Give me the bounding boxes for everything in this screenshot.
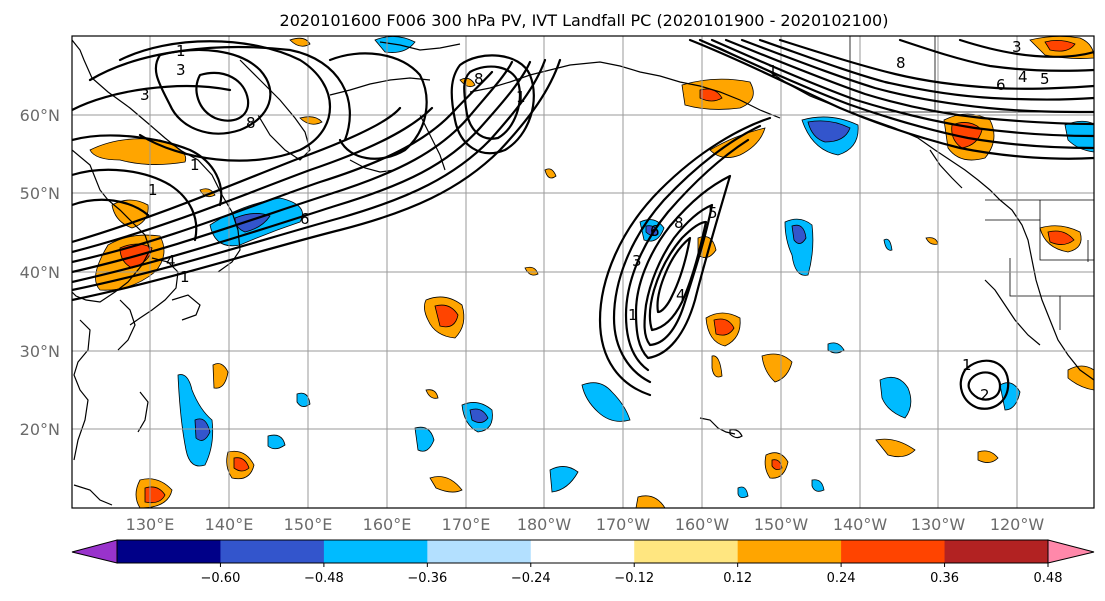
- contour-label: 1: [768, 62, 778, 80]
- contour-label: 1: [190, 156, 200, 174]
- colorbar-segment: [737, 540, 842, 563]
- contour-label: 1: [148, 181, 158, 199]
- lon-label: 130°E: [126, 515, 175, 534]
- contour-label: 3: [140, 86, 150, 104]
- contour-label: 1: [962, 356, 972, 374]
- colorbar-tick-label: −0.36: [407, 571, 447, 586]
- colorbar-frame: [116, 539, 1049, 564]
- contour-label: 1: [180, 268, 190, 286]
- lat-label: 30°N: [20, 342, 60, 361]
- lon-label: 180°W: [517, 515, 572, 534]
- contour-label: 8: [474, 70, 484, 88]
- lon-label: 120°W: [990, 515, 1045, 534]
- lon-label: 140°E: [205, 515, 254, 534]
- lat-label: 40°N: [20, 263, 60, 282]
- contour-label: 4: [676, 286, 686, 304]
- contour-labels: 1 3 8 1 6 1 4 1 3 8 1 1 3 6 8 5 4 1 1 2 …: [140, 38, 1050, 404]
- contour-label: 5: [708, 204, 718, 222]
- contour-label: 6: [996, 76, 1006, 94]
- colorbar-segment: [323, 540, 428, 563]
- colorbar-tick-label: −0.60: [201, 571, 241, 586]
- colorbar-segment: [634, 540, 739, 563]
- lon-label: 170°E: [442, 515, 491, 534]
- contour-label: 1: [176, 42, 186, 60]
- colorbar: −0.60 −0.48 −0.36 −0.24 −0.12 0.12 0.24 0.36 0.4…: [71, 539, 1095, 586]
- colorbar-tick-label: 0.24: [827, 571, 856, 586]
- contour-label: 3: [176, 61, 186, 79]
- lat-label: 50°N: [20, 184, 60, 203]
- latitude-labels: 60°N 50°N 40°N 30°N 20°N: [20, 106, 60, 439]
- lon-label: 160°W: [675, 515, 730, 534]
- colorbar-segment: [530, 540, 635, 563]
- lon-label: 160°E: [363, 515, 412, 534]
- contour-label: 5: [1040, 70, 1050, 88]
- lon-label: 130°W: [911, 515, 966, 534]
- lat-label: 60°N: [20, 106, 60, 125]
- contour-label: 8: [246, 114, 256, 132]
- lon-label: 170°W: [596, 515, 651, 534]
- lat-label: 20°N: [20, 420, 60, 439]
- colorbar-segment: [841, 540, 946, 563]
- lon-label: 150°W: [754, 515, 809, 534]
- colorbar-extend-left: [71, 539, 118, 564]
- longitude-labels: 130°E 140°E 150°E 160°E 170°E 180°W 170°…: [126, 515, 1045, 534]
- contour-label: 6: [300, 210, 310, 228]
- colorbar-tick-label: −0.48: [304, 571, 344, 586]
- contour-label: 4: [166, 252, 176, 270]
- colorbar-segment: [427, 540, 532, 563]
- contour-label: 8: [896, 54, 906, 72]
- colorbar-segment: [944, 540, 1049, 563]
- colorbar-tick-label: 0.48: [1034, 571, 1063, 586]
- colorbar-tick-label: −0.24: [511, 571, 551, 586]
- contour-lines: [72, 38, 1094, 410]
- colorbar-tick-label: −0.12: [614, 571, 654, 586]
- map-title: 2020101600 F006 300 hPa PV, IVT Landfall…: [280, 11, 889, 30]
- colorbar-segment: [117, 540, 221, 563]
- colorbar-segment: [220, 540, 325, 563]
- contour-label: 3: [632, 252, 642, 270]
- contour-label: 6: [650, 222, 660, 240]
- colorbar-extend-right: [1047, 539, 1095, 564]
- lon-label: 150°E: [284, 515, 333, 534]
- colorbar-tick-label: 0.36: [930, 571, 959, 586]
- contour-label: 1: [628, 306, 638, 324]
- contour-label: 8: [674, 214, 684, 232]
- lon-label: 140°W: [833, 515, 888, 534]
- map-frame: [71, 35, 1095, 509]
- contour-label: 3: [1012, 38, 1022, 56]
- contour-label: 4: [1018, 68, 1028, 86]
- colorbar-tick-label: 0.12: [723, 571, 752, 586]
- contour-label: 2: [980, 386, 990, 404]
- contour-label: 1: [516, 88, 526, 106]
